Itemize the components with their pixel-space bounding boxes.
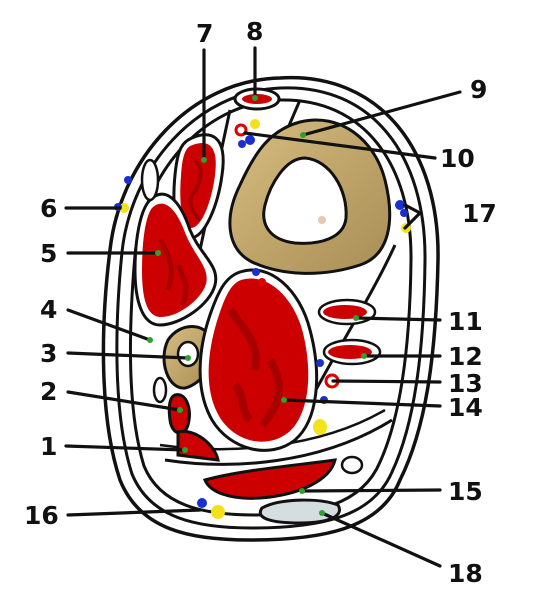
label-6: 6	[40, 194, 57, 223]
muscle-12	[322, 338, 382, 366]
label-8: 8	[246, 17, 263, 46]
label-11: 11	[448, 307, 483, 336]
muscle-11	[317, 298, 377, 326]
fat-pads	[140, 158, 364, 475]
label-7: 7	[196, 19, 213, 48]
label-3: 3	[40, 339, 57, 368]
label-14: 14	[448, 393, 483, 422]
tendon-18	[258, 498, 341, 525]
label-13: 13	[448, 369, 483, 398]
number-labels: 1 2 3 4 5 6 7 8 9 10 11 12 13 14 15 16 1…	[24, 17, 497, 588]
label-15: 15	[448, 477, 483, 506]
muscle-1	[176, 429, 220, 462]
label-17: 17	[462, 199, 497, 228]
label-markers	[147, 95, 367, 516]
muscle-2	[167, 393, 191, 435]
label-2: 2	[40, 377, 57, 406]
label-1: 1	[40, 432, 57, 461]
label-10: 10	[440, 144, 475, 173]
muscle-5	[133, 192, 218, 327]
label-16: 16	[24, 501, 59, 530]
label-12: 12	[448, 342, 483, 371]
tibia-bone-9	[228, 118, 392, 275]
leader-lines	[64, 46, 462, 568]
label-9: 9	[470, 75, 487, 104]
label-4: 4	[40, 295, 57, 324]
label-18: 18	[448, 559, 483, 588]
label-5: 5	[40, 239, 57, 268]
